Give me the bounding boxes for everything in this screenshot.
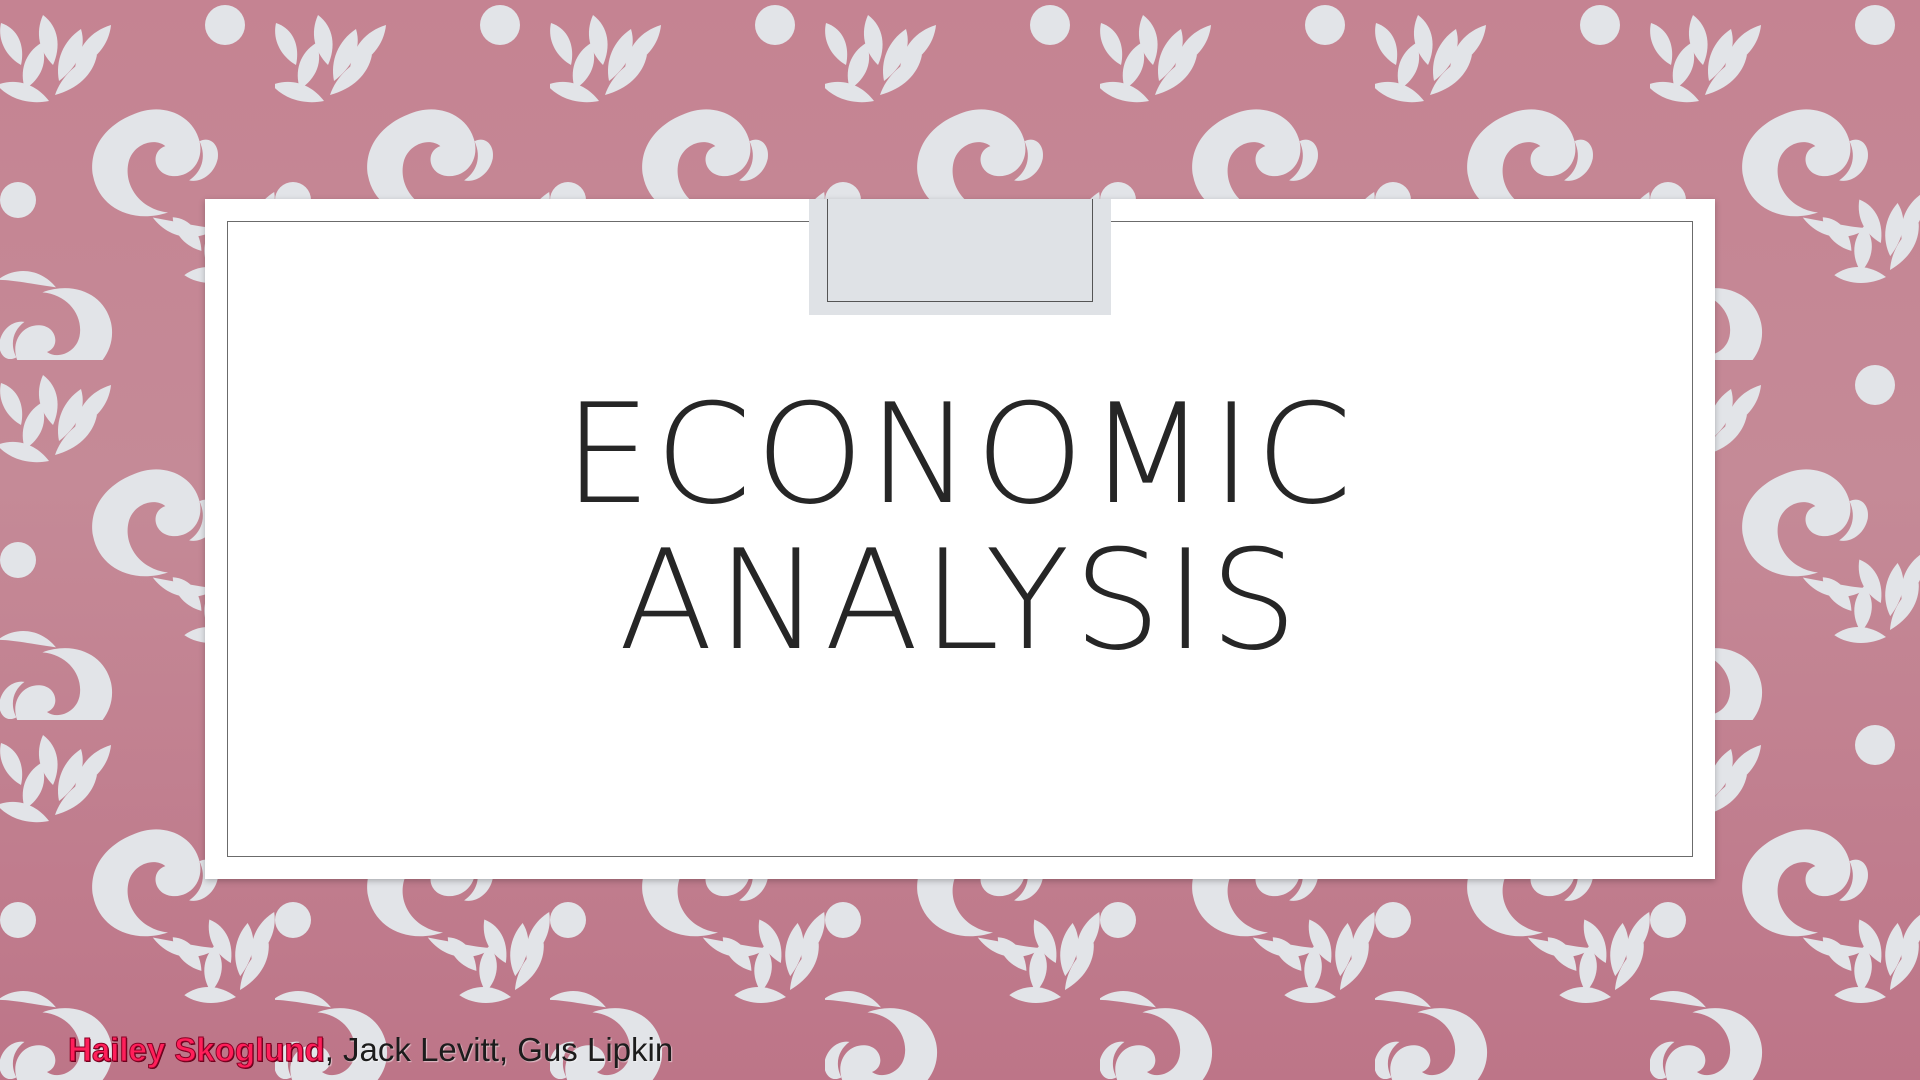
author-highlighted-name: Hailey Skoglund (68, 1031, 326, 1069)
authors-subtitle[interactable]: Hailey Skoglund, Jack Levitt, Gus Lipkin (68, 1030, 674, 1070)
title-card: ECONOMIC ANALYSIS (205, 199, 1715, 879)
slide-title-line-2: ANALYSIS (618, 520, 1302, 681)
title-card-tab-inner (827, 199, 1093, 302)
author-other-names: , Jack Levitt, Gus Lipkin (324, 1031, 674, 1068)
slide-title-line-1: ECONOMIC (563, 374, 1357, 535)
title-card-tab (809, 199, 1111, 315)
slide-title[interactable]: ECONOMIC ANALYSIS (205, 382, 1715, 674)
